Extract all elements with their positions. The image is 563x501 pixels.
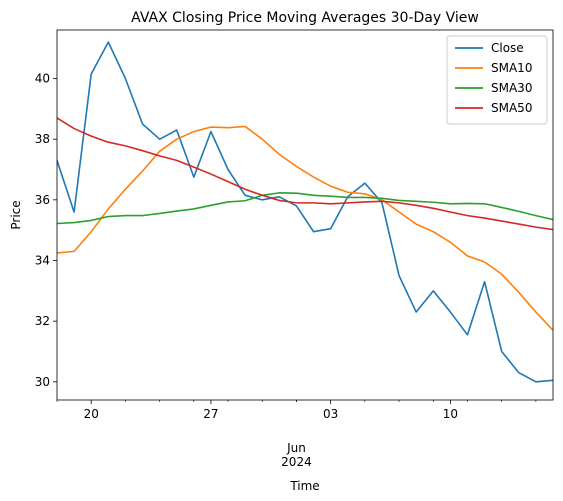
x-year-label: 2024 [281,455,312,469]
x-tick-label: 10 [443,407,458,421]
y-tick-label: 36 [35,193,50,207]
legend-label-sma50: SMA50 [491,101,532,115]
series-line-sma30 [57,192,553,225]
x-month-label: Jun [286,441,306,455]
y-tick-label: 32 [35,314,50,328]
legend-label-sma30: SMA30 [491,81,532,95]
y-tick-label: 38 [35,132,50,146]
series-line-sma50 [57,117,553,231]
legend-label-sma10: SMA10 [491,61,532,75]
y-axis-ticks: 30 32 34 36 38 40 [35,72,57,389]
x-tick-label: 20 [84,407,99,421]
x-axis-label: Time [289,479,319,493]
chart-title: AVAX Closing Price Moving Averages 30-Da… [131,10,479,26]
series-line-sma10 [57,125,553,331]
series-line-close [57,41,553,383]
x-tick-label: 03 [323,407,338,421]
x-tick-label: 27 [203,407,218,421]
legend-label-close: Close [491,41,524,55]
legend: Close SMA10 SMA30 SMA50 [446,35,548,125]
legend-box [446,35,548,125]
plot-frame [56,29,554,401]
y-tick-label: 40 [35,72,50,86]
y-tick-label: 30 [35,375,50,389]
y-axis-label: Price [9,200,23,229]
series-lines [57,41,553,383]
y-tick-label: 34 [35,253,50,267]
